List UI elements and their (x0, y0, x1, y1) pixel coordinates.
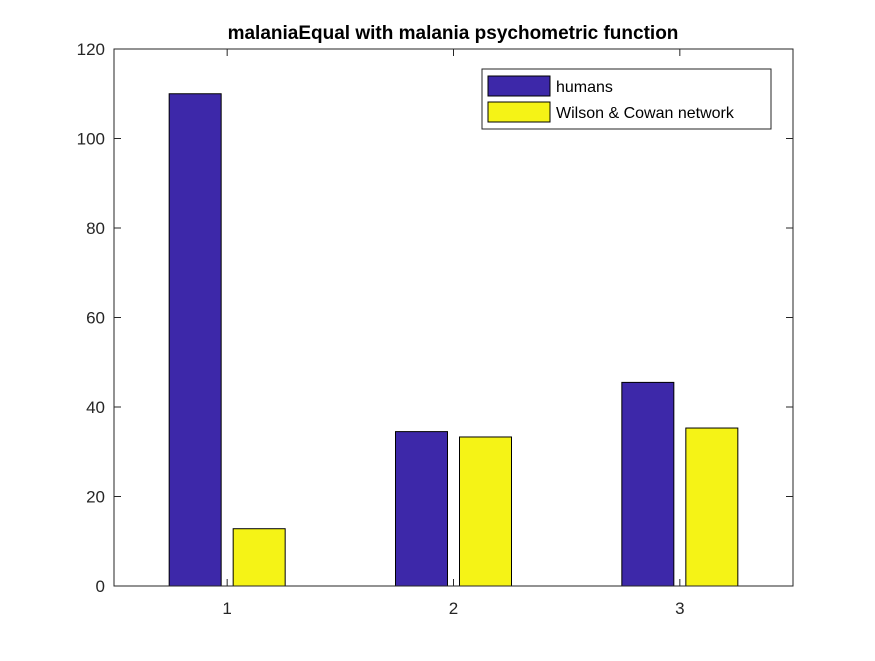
legend-label-humans: humans (556, 79, 613, 96)
bar-network-3 (685, 427, 739, 587)
y-tick-label: 120 (77, 40, 105, 59)
bar-humans-2 (395, 431, 448, 587)
chart-title: malaniaEqual with malania psychometric f… (228, 23, 679, 44)
bar-humans-1 (168, 93, 222, 587)
legend-swatch-network (487, 101, 551, 123)
y-tick-label: 0 (96, 577, 105, 596)
y-tick-label: 100 (77, 130, 105, 149)
legend-label-network: Wilson & Cowan network (556, 105, 735, 122)
x-tick-label: 1 (222, 599, 231, 618)
x-tick-label: 2 (449, 599, 458, 618)
y-tick-label: 80 (86, 219, 105, 238)
legend: humans Wilson & Cowan network (481, 68, 772, 130)
y-tick-label: 60 (86, 309, 105, 328)
y-tick-label: 20 (86, 488, 105, 507)
legend-swatch-humans (487, 75, 551, 97)
bar-network-2 (459, 436, 512, 587)
bars-group (168, 93, 739, 587)
bar-network-1 (232, 528, 286, 587)
bar-humans-3 (621, 381, 675, 587)
axis-ticks: 0 20 40 60 80 100 120 1 2 3 (77, 40, 793, 618)
y-tick-label: 40 (86, 398, 105, 417)
x-tick-label: 3 (675, 599, 684, 618)
